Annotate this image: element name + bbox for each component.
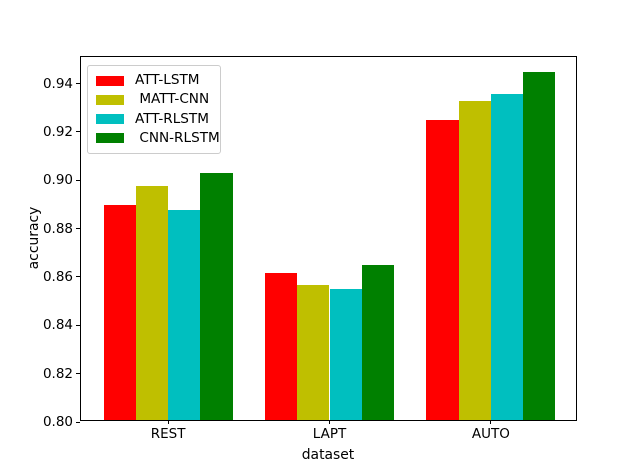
- y-tick-label: 0.88: [42, 220, 73, 237]
- y-tick-mark: [76, 131, 80, 133]
- legend-item-att-rlstm: ATT-RLSTM: [96, 111, 212, 128]
- bar-cnn-rlstm-auto: [523, 71, 556, 420]
- legend-label: ATT-RLSTM: [135, 110, 209, 127]
- x-tick-label: AUTO: [471, 426, 510, 442]
- legend: ATT-LSTM MATT-CNN ATT-RLSTM CNN-RLSTM: [87, 65, 221, 154]
- y-axis-label: accuracy: [26, 206, 42, 270]
- legend-label: CNN-RLSTM: [135, 129, 220, 146]
- bar-att-lstm-rest: [103, 204, 136, 420]
- x-tick-label: LAPT: [312, 426, 347, 442]
- x-tick-mark: [329, 420, 330, 424]
- bar-att-lstm-auto: [426, 120, 459, 420]
- bar-cnn-rlstm-lapt: [361, 265, 395, 420]
- legend-item-cnn-rlstm: CNN-RLSTM: [96, 130, 220, 147]
- x-tick-label: REST: [150, 426, 186, 442]
- bar-att-rlstm-rest: [168, 209, 201, 420]
- bar-att-lstm-lapt: [264, 272, 298, 420]
- bar-matt-cnn-lapt: [297, 284, 330, 420]
- y-tick-label: 0.92: [42, 123, 73, 140]
- legend-swatch-att-rlstm: [96, 114, 124, 125]
- plot-area: 0.80 0.82 0.84 0.86 0.88 0.90 0.92 0.94 REST LAP…: [43, 56, 577, 442]
- bar-matt-cnn-auto: [458, 100, 491, 420]
- y-tick-label: 0.86: [42, 268, 73, 285]
- bar-att-rlstm-lapt: [329, 289, 362, 420]
- y-tick-mark: [76, 276, 80, 278]
- legend-swatch-cnn-rlstm: [96, 133, 124, 144]
- bar-cnn-rlstm-rest: [200, 173, 233, 420]
- y-tick-label: 0.82: [42, 365, 73, 382]
- y-tick-label: 0.80: [42, 414, 73, 430]
- y-tick-label: 0.84: [42, 317, 73, 334]
- y-tick-mark: [76, 421, 80, 423]
- y-tick-label: 0.94: [42, 75, 73, 92]
- y-tick-mark: [76, 83, 80, 85]
- x-tick-mark: [490, 420, 492, 424]
- y-tick-mark: [76, 228, 80, 230]
- bar-att-rlstm-auto: [490, 93, 524, 420]
- bar-matt-cnn-rest: [135, 185, 169, 420]
- legend-label: MATT-CNN: [135, 91, 210, 108]
- x-tick-mark: [167, 420, 169, 424]
- legend-item-matt-cnn: MATT-CNN: [96, 91, 212, 108]
- x-axis-label: dataset: [301, 447, 355, 463]
- legend-swatch-matt-cnn: [96, 94, 124, 105]
- legend-item-att-lstm: ATT-LSTM: [96, 72, 212, 89]
- y-tick-mark: [76, 324, 80, 326]
- y-tick-mark: [76, 373, 80, 375]
- legend-label: ATT-LSTM: [135, 72, 200, 88]
- y-tick-mark: [76, 179, 80, 181]
- y-tick-label: 0.90: [42, 172, 73, 189]
- legend-swatch-att-lstm: [96, 75, 124, 86]
